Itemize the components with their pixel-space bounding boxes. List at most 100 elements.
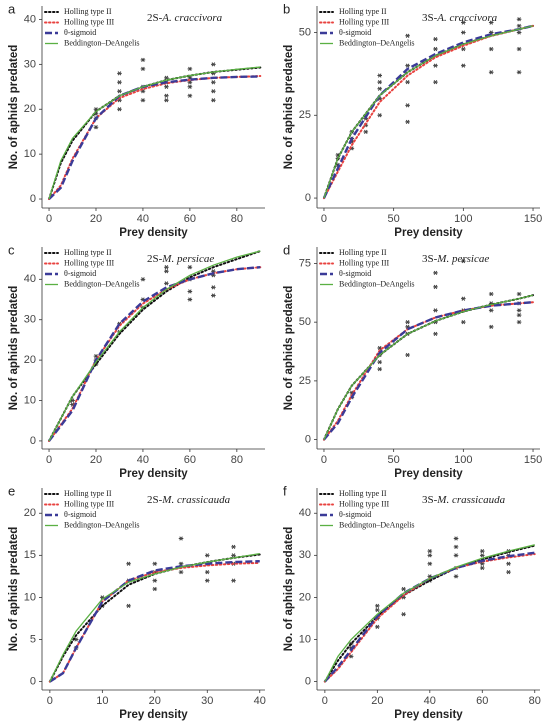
y-tick-label: 0 xyxy=(305,675,311,687)
panel: b 0 25 50 0 50 100 150 Prey density No. of aphids… xyxy=(283,1,542,239)
data-point xyxy=(405,352,410,358)
legend-label: Holling type II xyxy=(64,248,112,257)
data-point xyxy=(363,129,369,134)
data-point xyxy=(93,125,99,130)
data-point xyxy=(433,331,438,337)
data-point xyxy=(152,578,158,583)
title-species: M. crassicauda xyxy=(436,494,505,506)
panel: c 0 10 20 30 40 0 20 40 60 80 Prey density No. of ap… xyxy=(8,242,265,480)
x-tick-label: 40 xyxy=(137,213,149,225)
legend-label: Holling type III xyxy=(339,258,390,267)
legend-label: θ-sigmoid xyxy=(64,510,96,519)
fit-curve xyxy=(324,544,535,682)
x-tick-label: 0 xyxy=(47,695,53,707)
data-point xyxy=(453,553,459,558)
data-point xyxy=(211,285,216,290)
x-tick-label: 0 xyxy=(321,454,327,466)
x-tick-label: 20 xyxy=(90,454,102,466)
data-point xyxy=(516,291,522,297)
fit-curve xyxy=(322,24,534,199)
legend-label: θ-sigmoid xyxy=(339,28,371,37)
legend-label: θ-sigmoid xyxy=(64,28,96,37)
x-tick-label: 10 xyxy=(96,695,108,707)
data-point xyxy=(164,98,169,103)
data-point xyxy=(405,33,410,38)
data-point xyxy=(375,607,380,613)
data-point xyxy=(231,544,236,550)
data-point xyxy=(117,89,122,94)
data-point xyxy=(461,30,466,35)
y-axis-label: No. of aphids predated xyxy=(8,45,20,170)
data-point xyxy=(453,544,459,550)
data-point xyxy=(427,561,433,566)
data-point xyxy=(516,17,522,22)
data-point xyxy=(187,93,193,98)
data-point xyxy=(427,553,433,558)
fit-curve xyxy=(48,266,261,442)
data-point xyxy=(178,561,184,566)
data-point xyxy=(211,98,216,103)
y-axis-label: No. of aphids predated xyxy=(8,286,20,411)
legend-label: Holling type II xyxy=(64,489,112,498)
x-tick-label: 60 xyxy=(184,454,196,466)
x-axis-label: Prey density xyxy=(394,227,463,239)
data-point xyxy=(461,258,466,264)
y-tick-label: 75 xyxy=(299,257,311,269)
data-point xyxy=(479,561,485,566)
data-point xyxy=(516,70,522,75)
y-tick-label: 10 xyxy=(24,591,36,603)
data-point xyxy=(164,93,169,98)
fit-curve xyxy=(323,551,535,683)
title-prefix: 3S- xyxy=(422,12,438,24)
y-tick-label: 30 xyxy=(24,58,36,70)
title-prefix: 2S- xyxy=(147,494,163,506)
data-point xyxy=(375,603,380,608)
x-tick-label: 20 xyxy=(90,213,102,225)
x-tick-label: 20 xyxy=(371,695,383,707)
fit-curve xyxy=(48,250,261,442)
fit-curve xyxy=(48,266,262,442)
data-point xyxy=(204,553,210,558)
fit-curve xyxy=(323,544,536,683)
fit-curve xyxy=(48,66,261,200)
y-axis-label: No. of aphids predated xyxy=(283,286,295,411)
data-point xyxy=(488,291,494,297)
data-point xyxy=(117,107,122,112)
x-tick-label: 30 xyxy=(201,695,213,707)
legend-label: Beddington–DeAngelis xyxy=(339,38,415,47)
y-tick-label: 50 xyxy=(299,26,311,38)
data-point xyxy=(211,293,216,298)
data-point xyxy=(461,320,466,325)
data-point xyxy=(377,80,383,85)
y-tick-label: 0 xyxy=(30,193,36,205)
legend-label: Holling type III xyxy=(64,499,115,508)
y-tick-label: 30 xyxy=(299,549,311,561)
y-tick-label: 0 xyxy=(30,435,36,447)
title-species: M. persicae xyxy=(161,253,214,265)
y-tick-label: 0 xyxy=(305,192,311,204)
legend-label: Holling type II xyxy=(339,248,387,257)
fit-curve xyxy=(49,560,260,683)
panel: e 0 5 10 15 20 0 10 20 30 40 Prey density No. of aph… xyxy=(8,483,266,721)
y-tick-label: 40 xyxy=(24,273,36,285)
x-tick-label: 100 xyxy=(454,454,472,466)
fit-curve xyxy=(322,24,535,200)
x-tick-label: 80 xyxy=(231,213,243,225)
y-axis-label: No. of aphids predated xyxy=(8,527,20,652)
data-point xyxy=(488,46,494,52)
title-prefix: 3S- xyxy=(422,494,438,506)
data-point xyxy=(140,98,146,103)
panel-title: 3S-M. persicae xyxy=(422,253,489,265)
fit-curve xyxy=(48,75,261,200)
data-point xyxy=(479,548,485,554)
fit-curve xyxy=(49,553,260,682)
data-point xyxy=(187,297,193,302)
x-tick-label: 80 xyxy=(529,695,541,707)
data-point xyxy=(178,570,184,575)
legend-label: Beddington–DeAngelis xyxy=(64,520,140,529)
data-point xyxy=(211,62,216,67)
y-tick-label: 10 xyxy=(24,394,36,406)
data-point xyxy=(187,66,193,71)
x-tick-label: 50 xyxy=(388,454,400,466)
legend-label: Beddington–DeAngelis xyxy=(339,520,415,529)
